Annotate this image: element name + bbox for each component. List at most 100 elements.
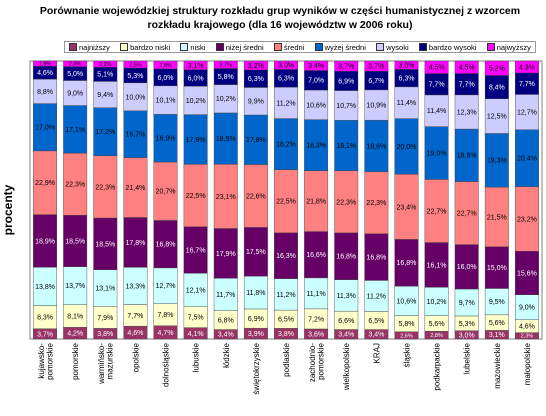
data-label: 7,7% — [519, 81, 535, 88]
x-tick-label: śląskie — [402, 342, 411, 367]
data-label: 22,5% — [186, 193, 206, 200]
data-label: 18,1% — [336, 143, 356, 150]
data-label: 23,4% — [397, 204, 417, 211]
data-label: 22,3% — [336, 199, 356, 206]
x-tick-label: podlaskie — [282, 342, 291, 376]
data-label: 16,3% — [276, 253, 296, 260]
data-label: 11,1% — [306, 291, 325, 298]
data-label: 6,3% — [248, 76, 264, 83]
x-tick-label: mazurskie — [106, 342, 115, 379]
data-label: 10,1% — [156, 98, 176, 105]
data-label: 3,2% — [248, 63, 264, 70]
data-label: 9,5% — [489, 299, 505, 306]
data-label: 2,6% — [400, 333, 413, 339]
data-label: 13,1% — [95, 285, 115, 292]
data-label: 10,6% — [306, 102, 326, 109]
legend-label: niski — [190, 42, 206, 52]
data-label: 10,2% — [186, 98, 206, 105]
data-label: 18,3% — [306, 143, 326, 150]
data-label: 2,8% — [159, 63, 172, 69]
data-label: 6,3% — [398, 76, 414, 83]
legend-swatch — [215, 43, 224, 51]
data-label: 8,1% — [67, 313, 83, 320]
data-label: 4,5% — [459, 65, 475, 72]
bar-segment — [243, 60, 268, 71]
legend-label: wysoki — [386, 42, 409, 52]
data-label: 4,6% — [519, 324, 535, 331]
data-label: 12,7% — [517, 110, 537, 117]
data-label: 12,7% — [156, 283, 176, 290]
x-tick-label: zachodnio- — [308, 343, 317, 382]
bar-segment — [334, 60, 359, 72]
bar-segment — [213, 60, 238, 69]
data-label: 22,3% — [366, 200, 386, 207]
data-label: 17,5% — [246, 249, 266, 256]
x-tick-label: kujawsko- — [37, 343, 46, 379]
legend-swatch — [120, 43, 129, 51]
data-label: 7,8% — [158, 312, 174, 319]
legend-swatch — [180, 43, 189, 51]
data-label: 11,4% — [397, 100, 416, 107]
data-label: 5,2% — [489, 66, 505, 73]
bar-segment — [424, 60, 449, 74]
legend-item: niżej średni — [215, 42, 264, 52]
x-tick-label: warmińsko- — [97, 343, 106, 385]
data-label: 22,7% — [427, 208, 447, 215]
data-label: 8,8% — [37, 89, 53, 96]
data-label: 4,6% — [37, 70, 53, 77]
data-label: 10,0% — [125, 94, 145, 101]
x-tick-label: lubuskie — [192, 342, 201, 372]
data-label: 16,7% — [186, 247, 206, 254]
data-label: 9,4% — [97, 92, 113, 99]
data-label: 3,6% — [308, 331, 324, 338]
data-label: 18,6% — [366, 143, 386, 150]
data-label: 3,4% — [368, 332, 384, 339]
bar-segment — [304, 60, 329, 71]
data-label: 11,4% — [427, 108, 446, 115]
data-label: 19,3% — [487, 158, 507, 165]
x-tick-label: KRAJ — [372, 343, 381, 363]
data-label: 12,1% — [186, 287, 206, 294]
data-label: 22,5% — [276, 199, 296, 206]
data-label: 8,4% — [489, 85, 505, 92]
legend-label: wyżej średni — [324, 42, 366, 52]
data-label: 7,9% — [97, 315, 113, 322]
legend-item: wyżej średni — [314, 42, 366, 52]
data-label: 17,9% — [216, 251, 236, 258]
chart-title-line-2: rozkładu krajowego (dla 16 województw w … — [147, 19, 413, 31]
data-label: 5,6% — [429, 321, 445, 328]
data-label: 7,5% — [188, 315, 204, 322]
data-label: 13,8% — [35, 284, 55, 291]
data-label: 3,9% — [248, 331, 264, 338]
legend-swatch — [486, 43, 495, 51]
data-label: 8,3% — [37, 315, 53, 322]
data-label: 18,5% — [95, 241, 115, 248]
legend-label: niżej średni — [225, 42, 264, 52]
x-tick-label: podkarpackie — [433, 342, 442, 390]
chart-title: Porównanie wojewódzkiej struktury rozkła… — [30, 4, 530, 32]
x-tick-label: lubelskie — [463, 342, 472, 374]
data-label: 5,1% — [97, 72, 113, 79]
data-label: 6,9% — [248, 316, 264, 323]
data-label: 1,9% — [39, 62, 52, 68]
data-label: 21,5% — [487, 214, 507, 221]
data-label: 9,0% — [67, 90, 83, 97]
data-label: 17,8% — [246, 137, 266, 144]
data-label: 11,3% — [337, 293, 356, 300]
data-label: 7,7% — [459, 82, 475, 89]
data-label: 2,5% — [129, 62, 142, 68]
legend-swatch — [376, 43, 385, 51]
x-tick-label: dolnośląskie — [162, 342, 171, 387]
legend-item: średni — [273, 43, 304, 52]
data-label: 10,7% — [336, 103, 356, 110]
data-label: 3,8% — [278, 331, 294, 338]
data-label: 7,7% — [127, 313, 143, 320]
legend-item: bardzo niski — [120, 43, 170, 52]
data-label: 5,6% — [489, 320, 505, 327]
data-label: 7,0% — [308, 78, 324, 85]
data-label: 3,7% — [37, 331, 53, 338]
data-label: 16,8% — [366, 255, 386, 262]
data-label: 12,3% — [457, 109, 477, 116]
data-label: 17,9% — [186, 137, 206, 144]
